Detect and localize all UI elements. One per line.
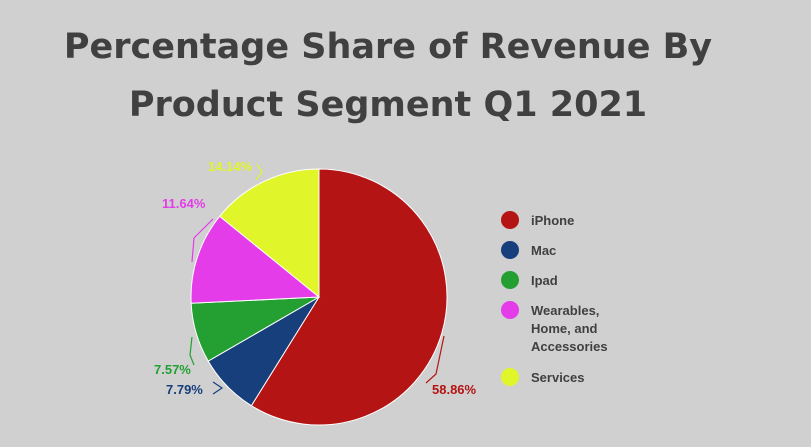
legend-swatch-ipad (501, 271, 519, 289)
legend-label-mac: Mac (531, 243, 556, 258)
label-leaders (189, 163, 445, 395)
pie-slice-iphone (250, 168, 448, 426)
label-leader-mac (212, 381, 224, 395)
data-label-ipad: 7.57% (154, 362, 191, 377)
data-label-mac: 7.79% (166, 382, 203, 397)
legend-item-services[interactable]: Services (501, 368, 585, 386)
slice-labels: 58.86% 7.79% 7.57% 11.64% 14.14% (154, 159, 477, 397)
pie-slice-services (218, 168, 320, 299)
legend-label-iphone: iPhone (531, 213, 574, 228)
legend: iPhone Mac Ipad Wearables, Home, and Accessor… (501, 211, 608, 386)
label-leader-ipad (189, 336, 195, 366)
legend-label-ipad: Ipad (531, 273, 558, 288)
data-label-wearables-home-and-accessories: 11.64% (162, 196, 206, 211)
legend-swatch-services (501, 368, 519, 386)
chart-title: Percentage Share of Revenue By Product S… (63, 27, 713, 125)
legend-item-mac[interactable]: Mac (501, 241, 556, 259)
legend-label-wearables-home-and-accessories-line-2: Home, and (531, 321, 598, 336)
label-leader-iphone (425, 335, 445, 384)
data-label-services: 14.14% (208, 159, 253, 174)
legend-swatch-mac (501, 241, 519, 259)
pie-slices (190, 168, 448, 426)
legend-label-wearables-home-and-accessories-line-3: Accessories (531, 339, 608, 354)
label-leader-services (255, 163, 263, 181)
legend-label-services: Services (531, 370, 585, 385)
legend-swatch-iphone (501, 211, 519, 229)
legend-item-wearables-home-and-accessories[interactable]: Wearables, Home, and Accessories (501, 301, 608, 354)
legend-label-wearables-home-and-accessories-line-1: Wearables, (531, 303, 599, 318)
legend-item-iphone[interactable]: iPhone (501, 211, 574, 229)
pie-slice-wearables-home-and-accessories (190, 215, 321, 304)
legend-swatch-wearables-home-and-accessories (501, 301, 519, 319)
data-label-iphone: 58.86% (432, 382, 477, 397)
label-leader-wearables-home-and-accessories (191, 218, 214, 263)
legend-item-ipad[interactable]: Ipad (501, 271, 558, 289)
